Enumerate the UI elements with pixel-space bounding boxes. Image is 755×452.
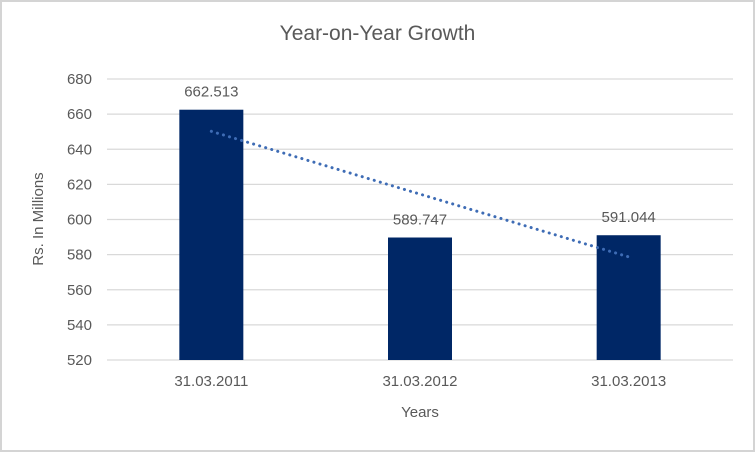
bar-value-label: 662.513: [184, 84, 238, 101]
y-tick-label: 560: [67, 282, 92, 299]
y-tick-label: 600: [67, 212, 92, 229]
x-axis-title: Years: [401, 404, 439, 421]
x-category-label: 31.03.2011: [174, 373, 248, 390]
y-tick-label: 640: [67, 141, 92, 158]
y-tick-label: 520: [67, 352, 92, 369]
bar-value-label: 591.044: [602, 209, 656, 226]
y-tick-label: 540: [67, 317, 92, 334]
y-tick-label: 660: [67, 106, 92, 123]
bar-31.03.2013[interactable]: [596, 235, 661, 360]
bar-31.03.2012[interactable]: [388, 237, 452, 360]
x-category-label: 31.03.2012: [382, 373, 457, 390]
bar-31.03.2011[interactable]: [179, 109, 244, 360]
x-category-label: 31.03.2013: [591, 373, 666, 390]
chart-title: Year-on-Year Growth: [279, 22, 476, 45]
y-tick-label: 680: [67, 71, 92, 88]
y-tick-label: 620: [67, 176, 92, 193]
y-tick-label: 580: [67, 247, 92, 264]
bar-value-label: 589.747: [393, 212, 447, 229]
